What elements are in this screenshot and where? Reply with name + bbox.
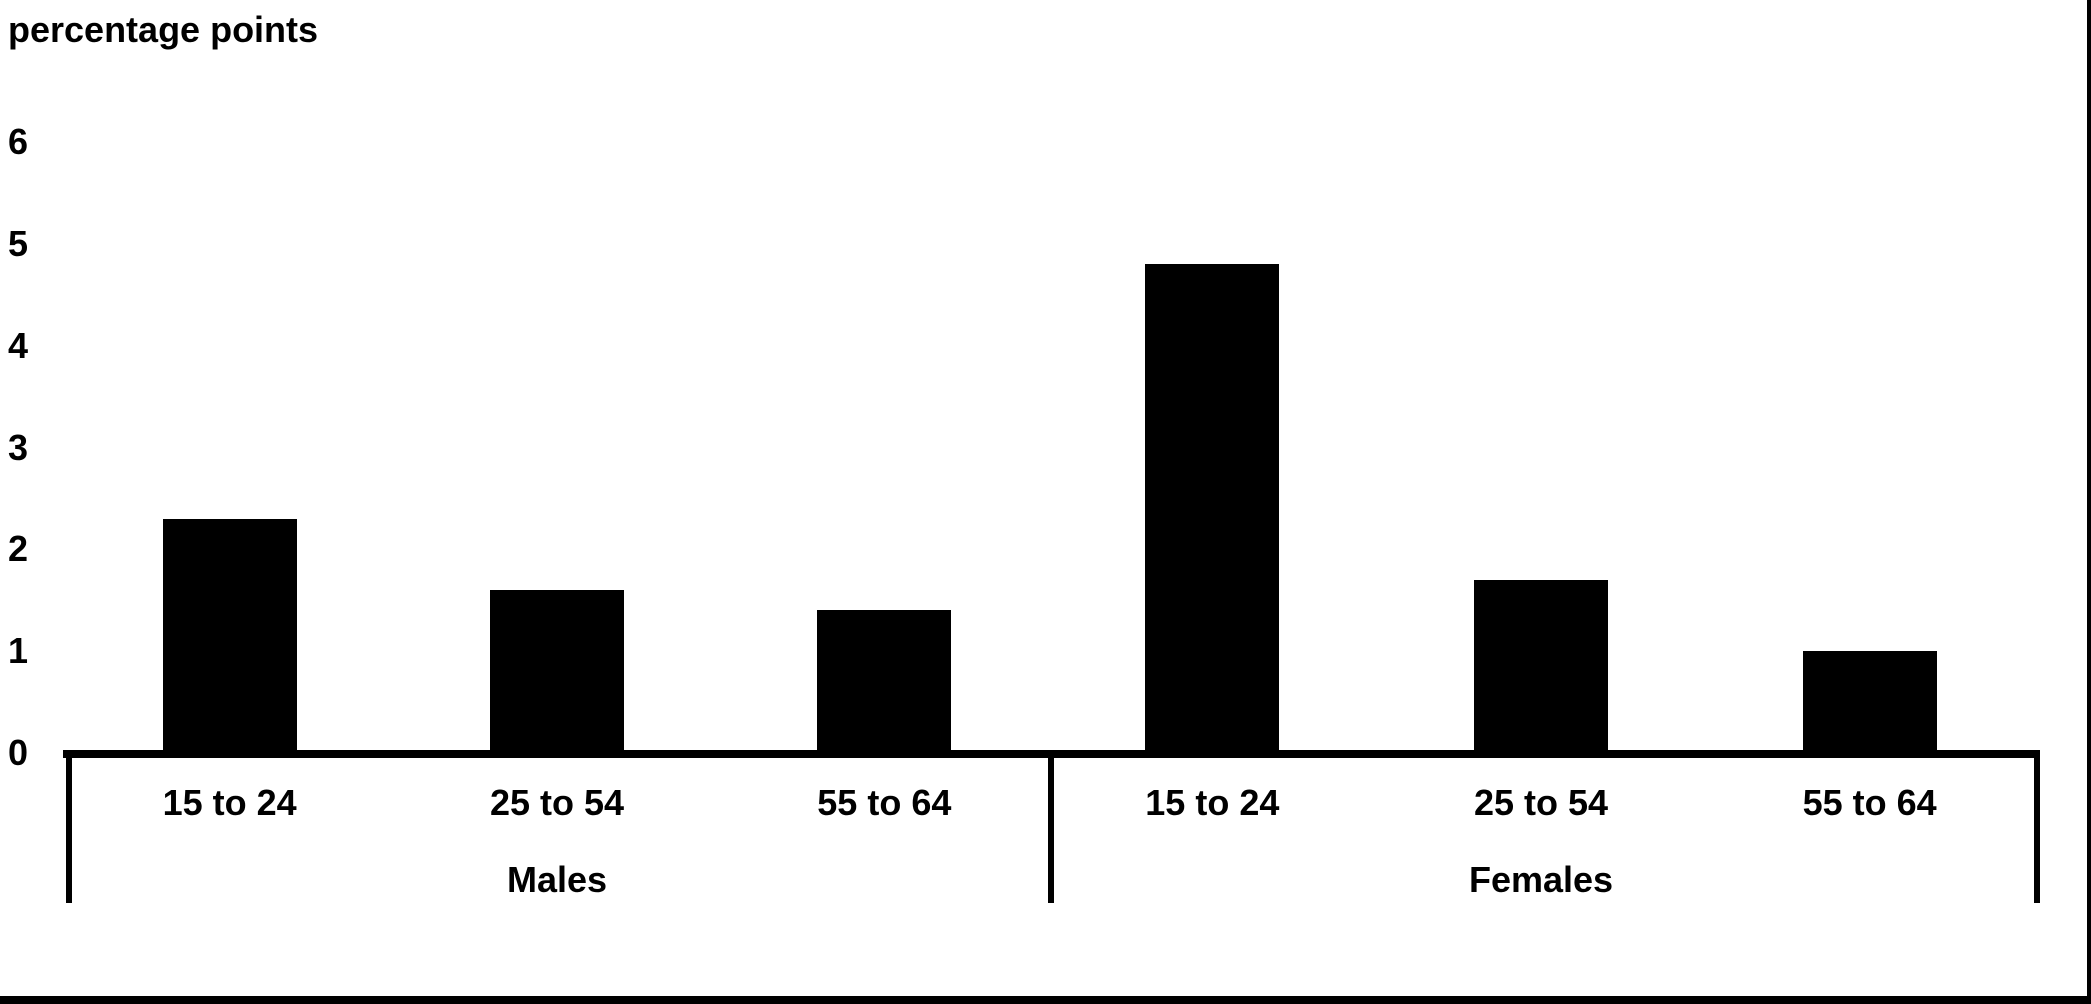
y-tick-label-0: 0 — [8, 732, 29, 773]
category-label-males-15-to-24: 15 to 24 — [162, 782, 297, 823]
frame-left-line — [66, 750, 72, 903]
bar-males-15-to-24 — [162, 518, 297, 756]
category-label-males-55-to-64: 55 to 64 — [817, 782, 952, 823]
bar-females-25-to-54 — [1474, 579, 1608, 756]
frame-right-line — [2034, 750, 2040, 903]
category-label-females-15-to-24: 15 to 24 — [1145, 782, 1280, 823]
y-tick-label-3: 3 — [8, 426, 29, 468]
axis-unit-label: percentage points — [8, 9, 319, 50]
group-label-females: Females — [1468, 859, 1614, 900]
y-tick-label-5: 5 — [8, 223, 29, 264]
bottom-border-line — [0, 996, 2091, 1004]
group-divider-line — [1048, 750, 1054, 903]
y-tick-label-2: 2 — [8, 528, 29, 570]
bar-males-55-to-64 — [817, 610, 952, 756]
y-tick-label-6: 6 — [8, 121, 29, 163]
y-tick-label-4: 4 — [8, 324, 29, 366]
category-label-females-25-to-54: 25 to 54 — [1473, 782, 1609, 823]
category-label-males-25-to-54: 25 to 54 — [489, 782, 625, 823]
category-label-females-55-to-64: 55 to 64 — [1802, 782, 1937, 823]
bar-males-25-to-54 — [490, 590, 624, 756]
bar-females-55-to-64 — [1802, 651, 1937, 756]
bar-females-15-to-24 — [1145, 264, 1280, 756]
group-label-males: Males — [506, 859, 608, 900]
y-tick-label-1: 1 — [8, 630, 29, 672]
right-border-line — [2087, 0, 2091, 1004]
